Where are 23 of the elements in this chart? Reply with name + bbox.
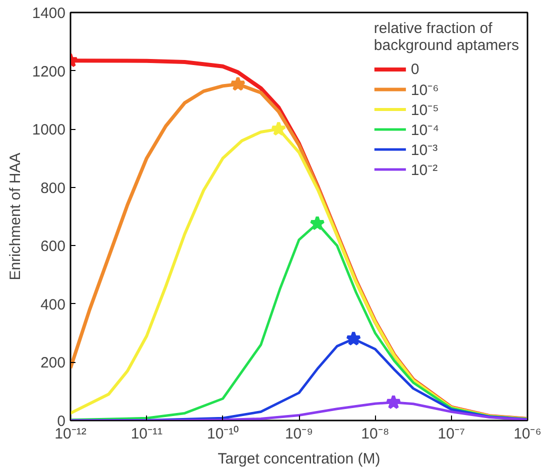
- legend-label: 0: [410, 60, 420, 78]
- legend-title: relative fraction of background aptamers: [374, 20, 519, 54]
- x-tick-label: 10⁻¹¹: [130, 426, 163, 442]
- y-tick-label: 200: [40, 354, 66, 372]
- y-tick-label: 600: [40, 238, 66, 256]
- legend-label: 10⁻³: [410, 141, 438, 159]
- x-tick-label: 10⁻⁷: [438, 426, 465, 442]
- legend-label: 10⁻²: [410, 161, 438, 179]
- y-axis-title: Enrichment of HAA: [7, 152, 24, 280]
- y-tick-label: 1400: [32, 5, 66, 22]
- legend-label: 10⁻⁴: [410, 121, 440, 139]
- x-tick-label: 10⁻¹²: [54, 426, 86, 442]
- x-tick-label: 10⁻⁸: [361, 426, 390, 442]
- y-tick-label: 800: [40, 180, 66, 197]
- x-tick-label: 10⁻⁶: [514, 426, 542, 442]
- y-tick-label: 1200: [32, 63, 66, 80]
- x-tick-label: 10⁻¹⁰: [206, 426, 239, 442]
- legend-label: 10⁻⁵: [410, 101, 439, 119]
- x-tick-label: 10⁻⁹: [284, 426, 314, 442]
- legend-label: 10⁻⁶: [410, 81, 439, 99]
- y-tick-label: 400: [40, 296, 66, 314]
- x-axis-title: Target concentration (M): [218, 450, 380, 468]
- y-tick-label: 1000: [32, 122, 66, 139]
